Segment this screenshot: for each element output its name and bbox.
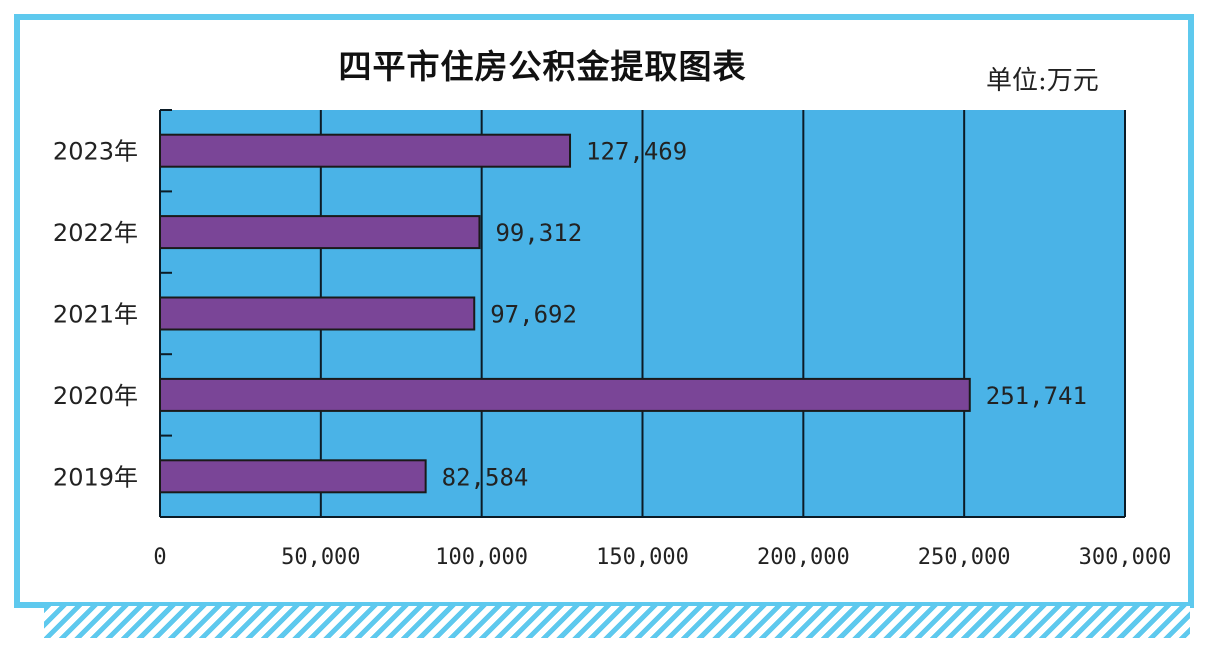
x-tick-label: 0 [153,545,166,570]
gridlines [319,110,1126,517]
bar [159,296,476,331]
unit-label: 单位:万元 [986,66,1099,96]
x-tick-label: 100,000 [435,545,528,570]
bars [159,133,971,494]
data-label: 82,584 [442,463,529,491]
bar [159,215,481,250]
chart-title: 四平市住房公积金提取图表 [338,47,747,86]
x-tick-label: 200,000 [757,545,850,570]
decorative-stripes [44,606,1190,638]
y-tick-label: 2022年 [53,219,138,247]
bar [159,459,427,494]
data-labels: 127,469 99,312 97,692 251,741 82,584 [442,138,1087,492]
x-tick-label: 250,000 [918,545,1011,570]
x-tick-label: 150,000 [596,545,689,570]
x-tick-labels: 0 50,000 100,000 150,000 200,000 250,000 300,0… [153,545,1171,570]
y-tick-label: 2020年 [53,382,138,410]
y-tick-label: 2019年 [53,463,138,491]
x-tick-label: 50,000 [281,545,360,570]
y-tick-label: 2021年 [53,301,138,329]
data-label: 99,312 [495,219,582,247]
data-label: 251,741 [986,382,1087,410]
y-tick-label: 2023年 [53,138,138,166]
data-label: 127,469 [586,138,687,166]
x-tick-label: 300,000 [1079,545,1172,570]
y-tick-labels: 2023年 2022年 2021年 2020年 2019年 [53,138,138,492]
bar [159,133,572,168]
bar [159,377,971,412]
data-label: 97,692 [490,301,577,329]
